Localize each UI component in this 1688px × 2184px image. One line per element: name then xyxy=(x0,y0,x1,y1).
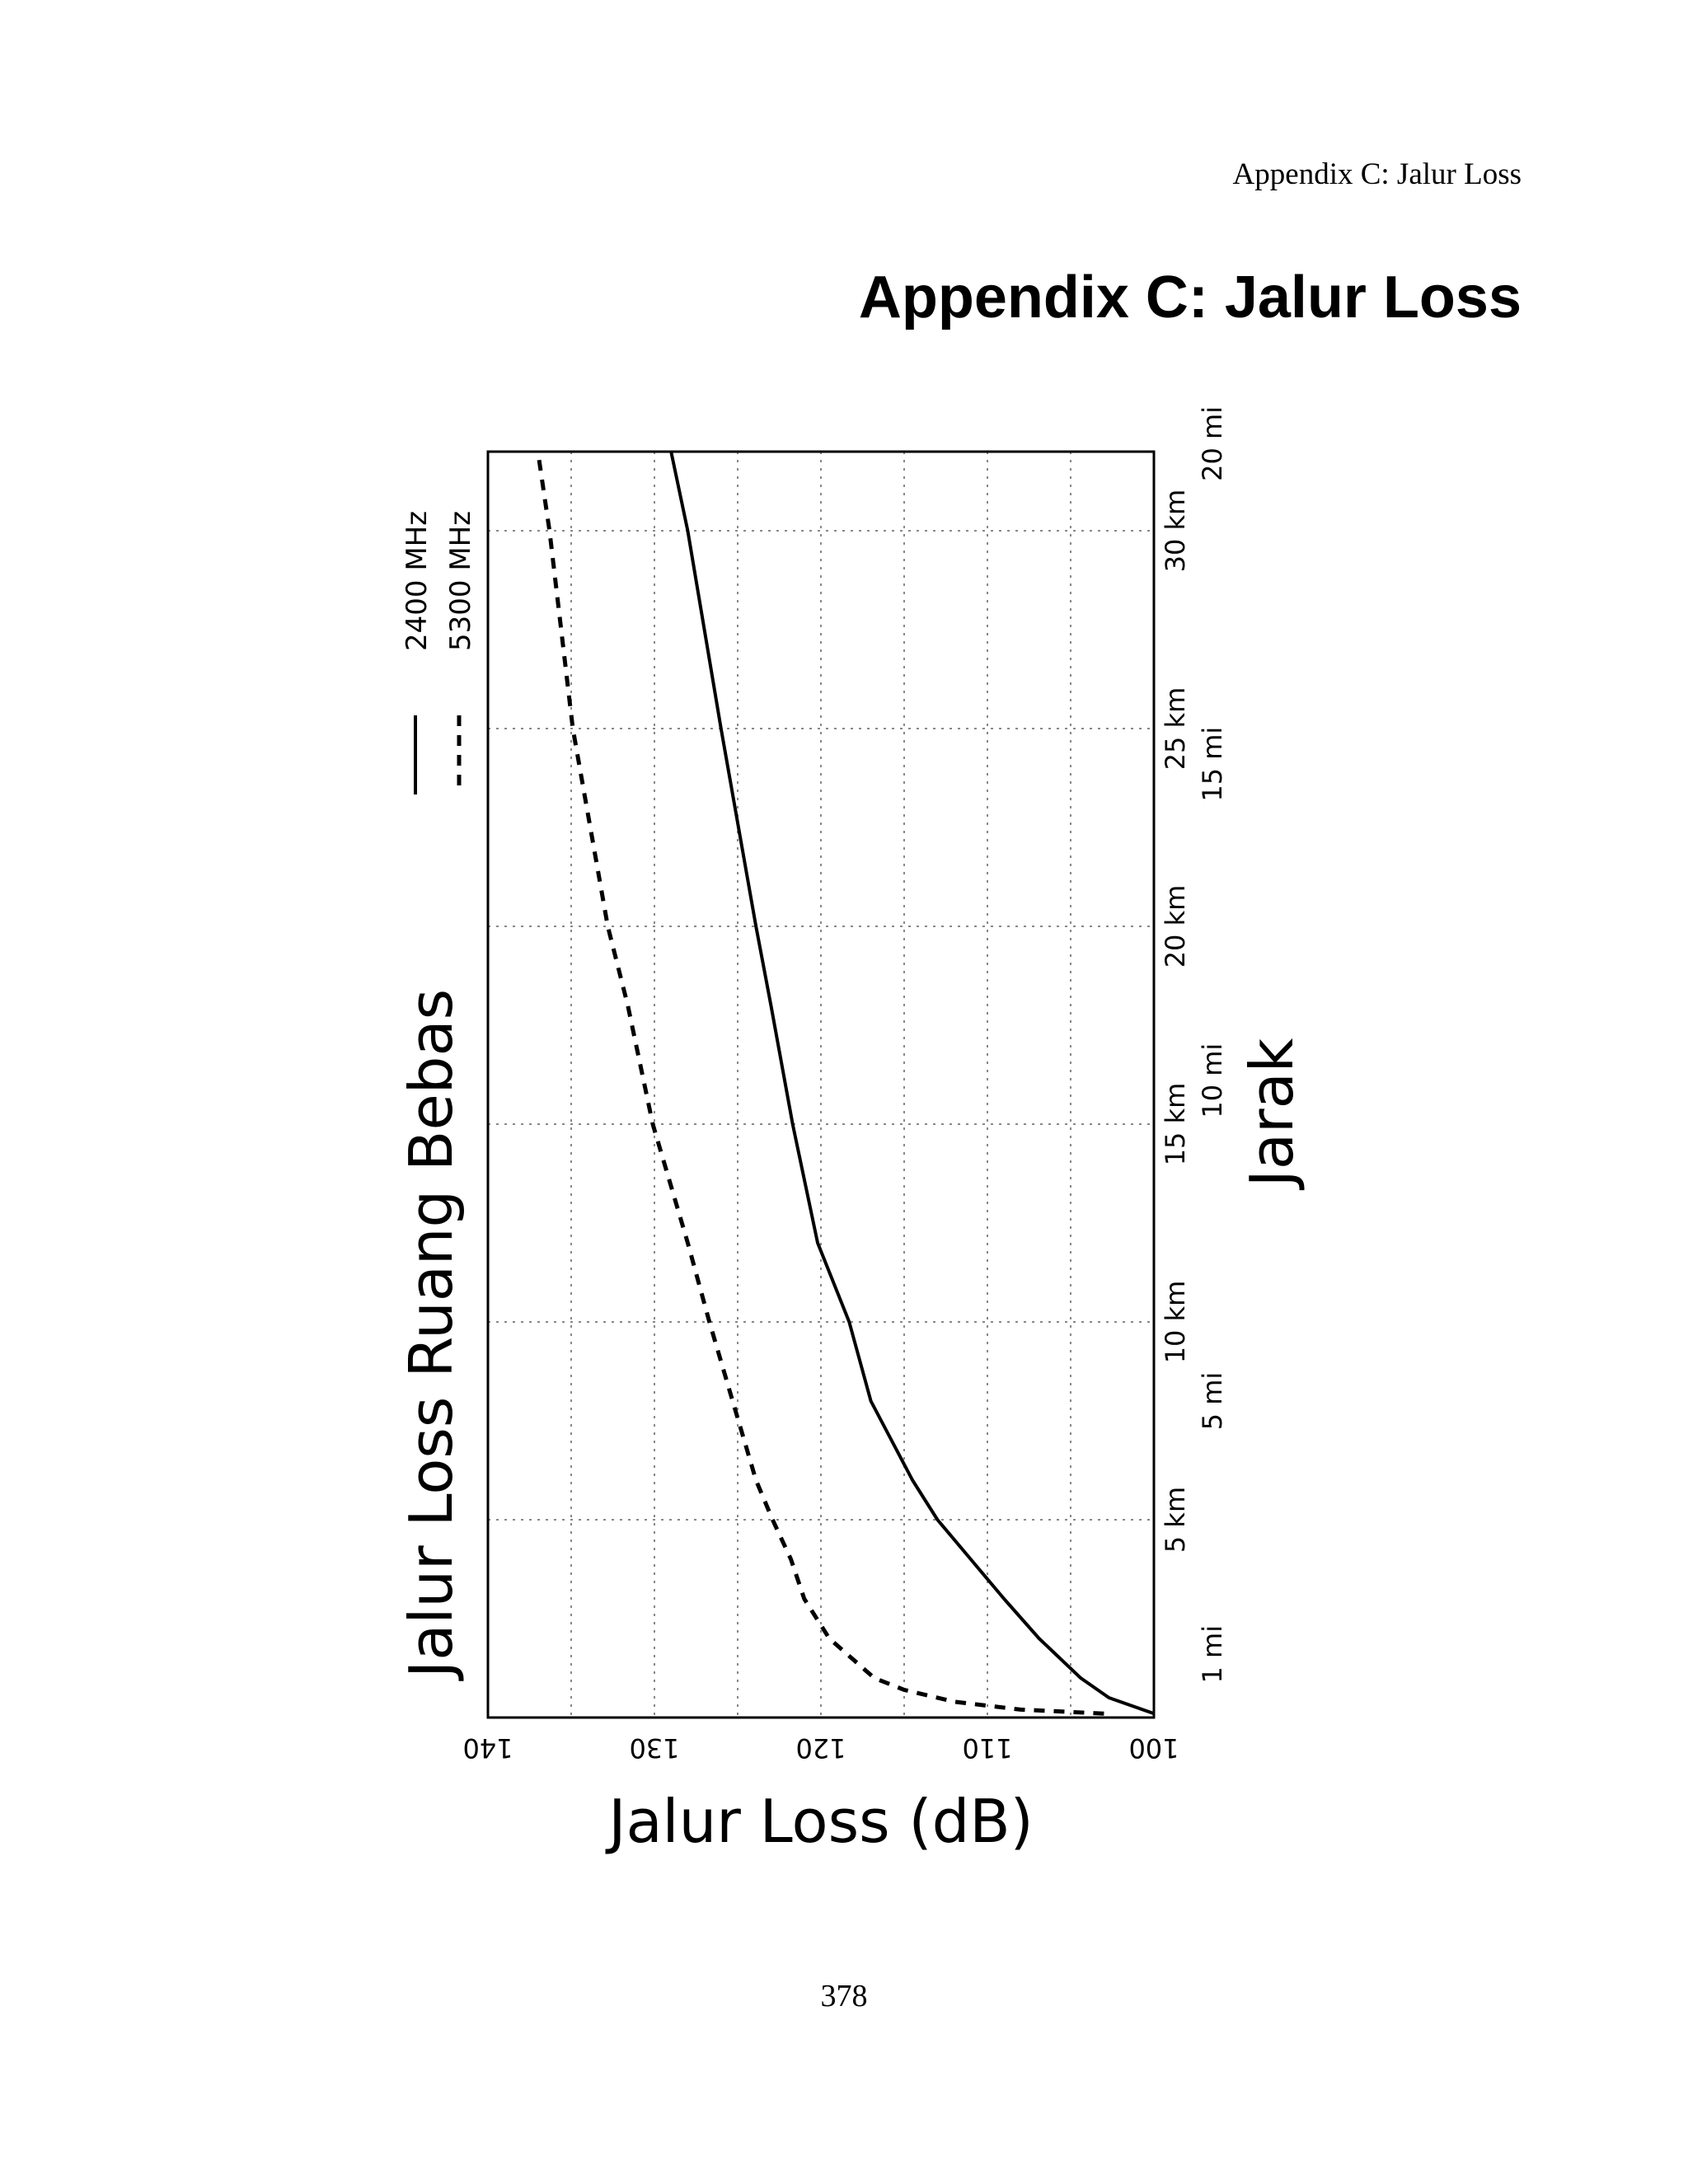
grid-lines xyxy=(488,452,1154,1718)
y-tick-label: 120 xyxy=(795,1732,846,1764)
x-tick-label: 10 km xyxy=(1160,1281,1191,1364)
series-line-2400-mhz xyxy=(669,451,1155,1716)
y-tick-label: 140 xyxy=(462,1732,513,1764)
x-tick-label: 1 mi xyxy=(1197,1625,1228,1684)
series-lines xyxy=(536,451,1155,1716)
running-header: Appendix C: Jalur Loss xyxy=(1232,157,1522,191)
x-tick-label: 15 km xyxy=(1160,1083,1191,1166)
y-axis-label: Jalur Loss (dB) xyxy=(605,1787,1034,1856)
legend: 2400 MHz 5300 MHz xyxy=(401,511,477,794)
y-tick-label: 110 xyxy=(962,1732,1012,1764)
plot-frame xyxy=(486,450,1156,1719)
x-tick-label: 20 km xyxy=(1160,885,1191,968)
series-line-5300-mhz xyxy=(536,451,1104,1716)
x-tick-label: 10 mi xyxy=(1197,1043,1228,1118)
y-tick-labels: 100 110 120 130 140 xyxy=(462,1732,1179,1764)
x-tick-label: 5 mi xyxy=(1197,1372,1228,1431)
legend-label-2400: 2400 MHz xyxy=(401,511,434,651)
page-number: 378 xyxy=(820,1979,868,2013)
chart-title: Jalur Loss Ruang Bebas xyxy=(396,989,466,1681)
x-tick-label: 20 mi xyxy=(1197,406,1228,481)
x-tick-label: 25 km xyxy=(1160,687,1191,771)
x-axis-label: Jarak xyxy=(1237,1038,1306,1190)
legend-label-5300: 5300 MHz xyxy=(444,511,477,651)
y-tick-label: 130 xyxy=(629,1732,679,1764)
x-tick-label: 5 km xyxy=(1160,1487,1191,1553)
y-tick-label: 100 xyxy=(1128,1732,1179,1764)
page-heading: Appendix C: Jalur Loss xyxy=(858,265,1522,330)
x-tick-label: 15 mi xyxy=(1197,727,1228,802)
x-tick-label: 30 km xyxy=(1160,490,1191,573)
